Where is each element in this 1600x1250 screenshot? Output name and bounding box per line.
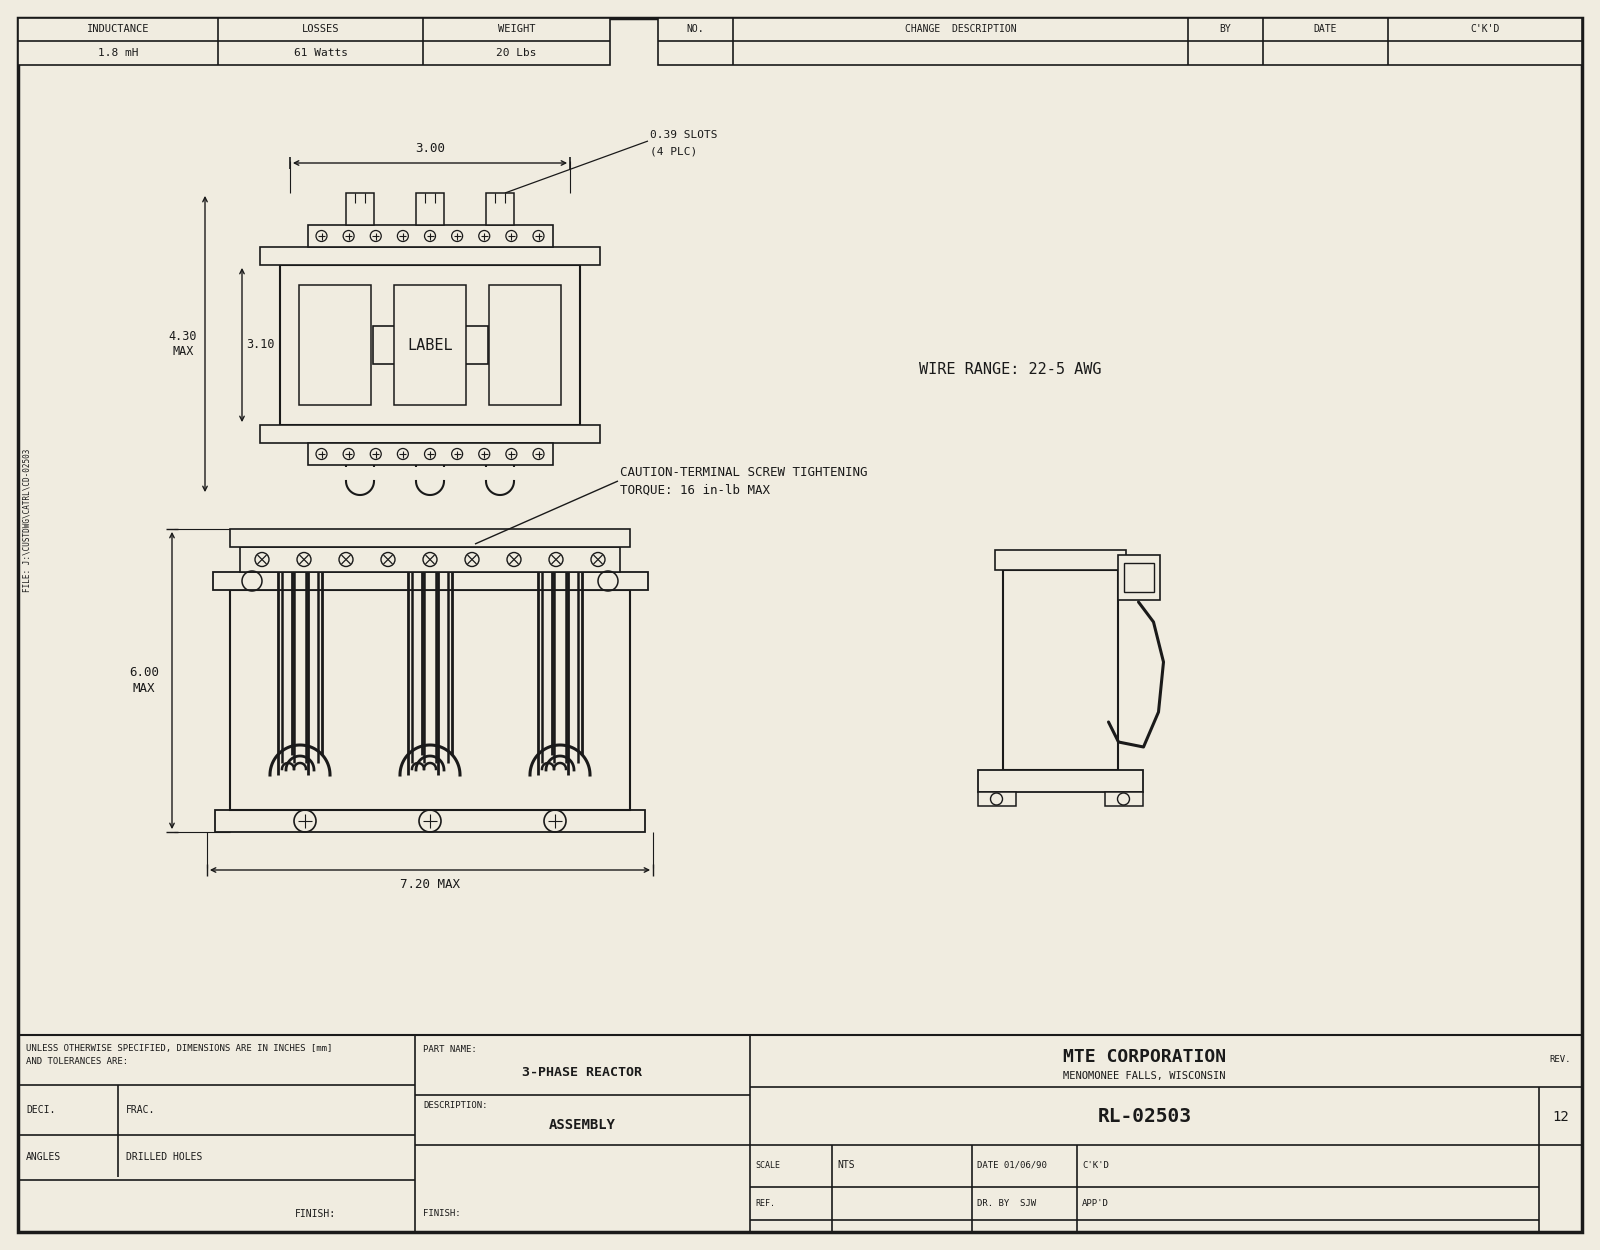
Text: DECI.: DECI. [26,1105,56,1115]
Bar [346,192,374,225]
Text: AND TOLERANCES ARE:: AND TOLERANCES ARE: [26,1056,128,1065]
Text: APP'D: APP'D [1082,1199,1109,1208]
Text: PART NAME:: PART NAME: [422,1045,477,1054]
Text: 61 Watts: 61 Watts [293,48,347,58]
Text: FINISH:: FINISH: [422,1210,461,1219]
Text: 12: 12 [1552,1110,1570,1124]
Text: SCALE: SCALE [755,1160,781,1170]
Bar [214,810,645,832]
Text: 20 Lbs: 20 Lbs [496,48,536,58]
Text: UNLESS OTHERWISE SPECIFIED, DIMENSIONS ARE IN INCHES [mm]: UNLESS OTHERWISE SPECIFIED, DIMENSIONS A… [26,1045,333,1054]
Bar [1003,570,1117,770]
Text: ASSEMBLY: ASSEMBLY [549,1118,616,1132]
Bar [213,572,648,590]
Text: NTS: NTS [837,1160,854,1170]
Text: 7.20 MAX: 7.20 MAX [400,878,461,890]
Text: WIRE RANGE: 22-5 AWG: WIRE RANGE: 22-5 AWG [918,362,1101,378]
Bar [658,18,1582,65]
Text: DRILLED HOLES: DRILLED HOLES [126,1152,202,1162]
Text: FILE: J:\CUSTDWG\CATRL\CD-02503: FILE: J:\CUSTDWG\CATRL\CD-02503 [22,449,32,591]
Bar [299,285,371,405]
Bar [307,225,552,248]
Text: DATE: DATE [1314,24,1338,34]
Text: NO.: NO. [686,24,704,34]
Text: INDUCTANCE: INDUCTANCE [86,24,149,34]
Bar [307,442,552,465]
Bar [230,590,630,810]
Text: 3-PHASE REACTOR: 3-PHASE REACTOR [523,1066,643,1080]
Bar [1117,555,1160,600]
Bar [978,792,1016,806]
Text: DR. BY  SJW: DR. BY SJW [978,1199,1037,1208]
Bar [995,550,1125,570]
Bar [230,529,630,548]
Text: FRAC.: FRAC. [126,1105,155,1115]
Text: MENOMONEE FALLS, WISCONSIN: MENOMONEE FALLS, WISCONSIN [1064,1071,1226,1081]
Bar [978,770,1142,792]
Text: LABEL: LABEL [406,338,453,352]
Text: 3.10: 3.10 [246,339,274,351]
Text: ANGLES: ANGLES [26,1152,61,1162]
Text: LOSSES: LOSSES [302,24,339,34]
Text: C'K'D: C'K'D [1082,1160,1109,1170]
Text: FINISH:: FINISH: [294,1209,336,1219]
Text: CHANGE  DESCRIPTION: CHANGE DESCRIPTION [904,24,1016,34]
Bar [240,548,621,572]
Text: 4.30
MAX: 4.30 MAX [168,330,197,357]
Text: 6.00
MAX: 6.00 MAX [130,666,158,695]
Bar [1123,562,1154,592]
Text: (4 PLC): (4 PLC) [650,146,698,156]
Bar [373,326,488,364]
Bar [259,248,600,265]
Text: 1.8 mH: 1.8 mH [98,48,138,58]
Text: TORQUE: 16 in-lb MAX: TORQUE: 16 in-lb MAX [621,484,770,496]
Text: REF.: REF. [755,1199,774,1208]
Text: BY: BY [1219,24,1232,34]
Bar [18,18,610,65]
Bar [486,192,514,225]
Bar [1104,792,1142,806]
Text: RL-02503: RL-02503 [1098,1108,1192,1126]
Text: REV.: REV. [1550,1055,1571,1065]
Text: WEIGHT: WEIGHT [498,24,536,34]
Bar [394,285,466,405]
Bar [490,285,562,405]
Bar [259,425,600,442]
Text: C'K'D: C'K'D [1470,24,1499,34]
Text: MTE CORPORATION: MTE CORPORATION [1062,1048,1226,1066]
Text: 0.39 SLOTS: 0.39 SLOTS [650,130,717,140]
Text: CAUTION-TERMINAL SCREW TIGHTENING: CAUTION-TERMINAL SCREW TIGHTENING [621,465,867,479]
Text: 3.00: 3.00 [414,142,445,155]
Bar [416,192,445,225]
Text: DATE 01/06/90: DATE 01/06/90 [978,1160,1046,1170]
Bar [280,265,579,425]
Text: DESCRIPTION:: DESCRIPTION: [422,1100,488,1110]
